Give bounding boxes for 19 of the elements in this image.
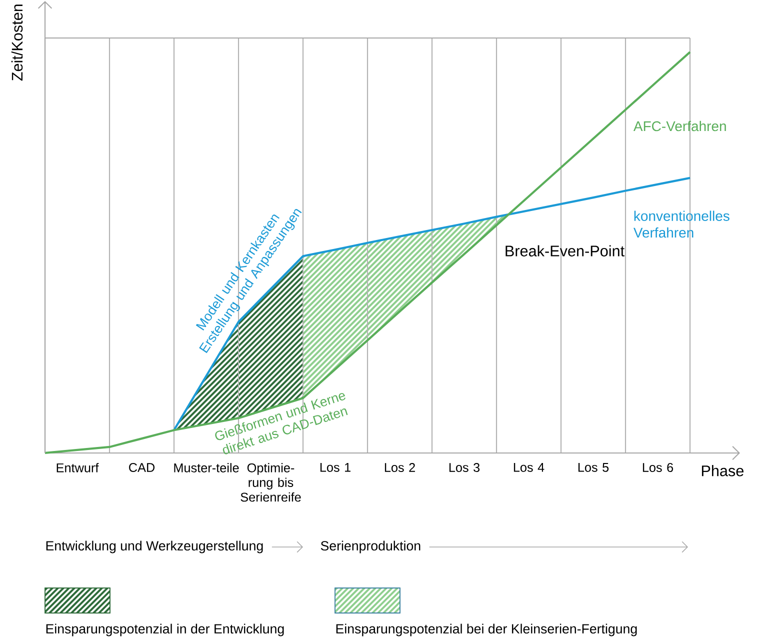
series-label: AFC-Verfahren bbox=[633, 120, 726, 132]
text: Einsparungspotenzial bei der Kleinserien-Fertigung bbox=[336, 624, 637, 636]
x-tick-label: Los 4 bbox=[514, 463, 544, 472]
x-tick-label: Los 3 bbox=[449, 463, 480, 472]
text: Einsparungspotenzial in der Entwicklung bbox=[46, 624, 284, 636]
x-tick-label: Los 6 bbox=[642, 463, 674, 472]
annotation: Break-Even-Point bbox=[506, 245, 624, 256]
x-tick-label: Optimie-rung bis Serienreife bbox=[240, 463, 301, 502]
x-tick-label: CAD bbox=[129, 463, 155, 472]
x-tick-label: Entwurf bbox=[56, 463, 99, 472]
x-tick-label: Los 2 bbox=[384, 463, 415, 472]
x-tick-label: Los 5 bbox=[578, 463, 609, 472]
text: Entwicklung und Werkzeugerstellung bbox=[46, 540, 263, 554]
x-tick-label: Muster-teile bbox=[174, 463, 239, 472]
y-axis-title: Zeit/Kosten bbox=[11, 4, 23, 81]
text: Serienproduktion bbox=[320, 540, 420, 554]
x-tick-label: Los 1 bbox=[320, 463, 350, 472]
x-axis-title: Phase bbox=[702, 465, 744, 476]
series-label: konventionelles Verfahren bbox=[634, 210, 730, 238]
